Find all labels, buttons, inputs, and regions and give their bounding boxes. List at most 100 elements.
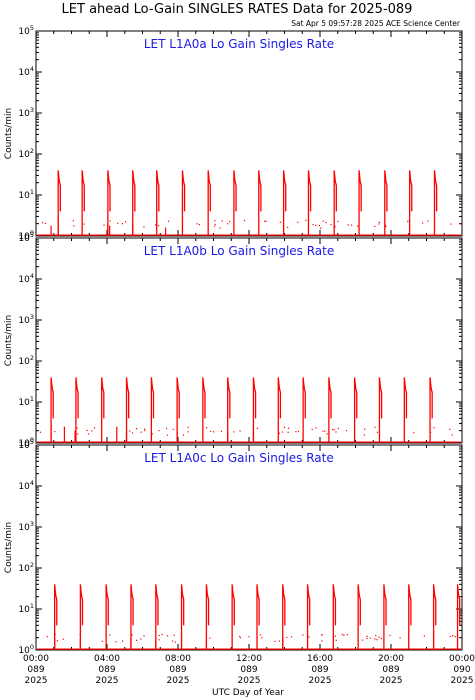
sample-dot — [311, 428, 313, 431]
pulse — [57, 170, 61, 236]
y-tick-label: 102 — [18, 354, 34, 367]
sample-dot — [315, 427, 317, 429]
sample-dot — [337, 427, 339, 430]
sample-dot — [143, 635, 145, 637]
sample-dot — [335, 431, 337, 433]
sample-dot — [274, 640, 276, 642]
series-3 — [37, 584, 461, 650]
sample-dot — [143, 226, 145, 228]
pulse — [180, 584, 185, 650]
sample-dot — [325, 221, 327, 224]
sample-dot — [213, 225, 216, 227]
sample-dot — [56, 640, 59, 642]
pulse — [256, 584, 260, 650]
pulse — [101, 377, 105, 443]
sample-dot — [389, 634, 391, 637]
pulse — [408, 170, 413, 236]
y-axis-label: Counts/min — [4, 522, 14, 573]
sample-dot — [385, 225, 387, 228]
x-tick-label: 2025 — [380, 676, 403, 686]
x-tick-label: 2025 — [96, 676, 119, 686]
panel-title: LET L1A0c Lo Gain Singles Rate — [144, 451, 334, 465]
sample-dot — [449, 428, 451, 430]
series-1 — [37, 170, 462, 236]
sample-dot — [264, 220, 266, 222]
panel-title: LET L1A0a Lo Gain Singles Rate — [144, 37, 334, 51]
pulse — [328, 377, 332, 443]
x-tick-label: 089 — [169, 665, 186, 675]
series-2 — [37, 377, 461, 443]
sample-dot — [239, 430, 241, 432]
sample-dot — [259, 634, 262, 636]
sample-dot — [76, 427, 78, 429]
y-tick-label: 103 — [18, 313, 34, 326]
sample-dot — [449, 635, 451, 638]
sample-dot — [322, 220, 324, 222]
sample-dot — [376, 639, 378, 641]
sample-dot — [248, 636, 250, 638]
sample-dot — [287, 427, 290, 429]
sample-dot — [384, 224, 387, 226]
sample-dot — [343, 634, 345, 636]
sample-dot — [158, 430, 160, 432]
pulse — [79, 584, 84, 650]
panel-title: LET L1A0b Lo Gain Singles Rate — [144, 244, 335, 258]
x-tick-label: 12:00 — [236, 654, 262, 664]
sample-dot — [374, 426, 376, 428]
sample-dot — [378, 221, 380, 224]
sample-dot — [315, 224, 317, 227]
sample-dot — [221, 220, 223, 222]
sample-dot — [452, 635, 454, 637]
sample-dot — [318, 224, 320, 227]
pulse — [105, 584, 109, 650]
panel-frame — [35, 237, 463, 444]
sample-dot — [115, 641, 117, 643]
pulse — [282, 584, 286, 650]
sample-dot — [413, 432, 415, 434]
sample-dot — [330, 224, 332, 226]
sample-dot — [42, 222, 44, 224]
panel-frame — [35, 30, 463, 237]
sample-dot — [347, 224, 349, 226]
x-tick-label: 2025 — [167, 676, 190, 686]
sample-dot — [174, 641, 177, 643]
sample-dot — [332, 428, 334, 431]
sample-dot — [334, 635, 336, 637]
sample-dot — [335, 639, 337, 641]
pulse — [307, 170, 312, 236]
sample-dot — [172, 428, 174, 431]
sample-dot — [321, 640, 323, 642]
sample-dot — [166, 635, 169, 637]
sample-dot — [324, 430, 326, 432]
pulse — [81, 170, 85, 236]
sample-dot — [326, 433, 328, 435]
pulse — [75, 377, 79, 443]
x-tick-label: 08:00 — [165, 654, 191, 664]
sample-dot — [158, 634, 160, 637]
sample-dot — [295, 431, 297, 433]
x-tick-label: 16:00 — [307, 654, 333, 664]
sample-dot — [341, 633, 343, 635]
sample-dot — [91, 430, 93, 432]
sample-dot — [135, 639, 138, 641]
sample-dot — [286, 636, 288, 639]
x-tick-label: 2025 — [25, 676, 48, 686]
sample-dot — [158, 639, 160, 641]
sample-dot — [308, 636, 310, 638]
pulse — [429, 377, 433, 443]
sample-dot — [337, 220, 339, 223]
pulse — [378, 377, 383, 443]
y-tick-label: 103 — [18, 520, 34, 533]
sample-dot — [109, 220, 111, 222]
sample-dot — [77, 433, 79, 435]
y-tick-label: 102 — [18, 147, 34, 160]
sample-dot — [278, 640, 281, 642]
pulse — [50, 377, 54, 443]
pulse — [353, 377, 358, 443]
pulse — [357, 584, 361, 650]
pulse — [231, 584, 235, 650]
x-tick-label: 089 — [240, 665, 257, 675]
sample-dot — [378, 223, 380, 225]
sample-dot — [144, 428, 146, 430]
pulse — [384, 170, 388, 236]
